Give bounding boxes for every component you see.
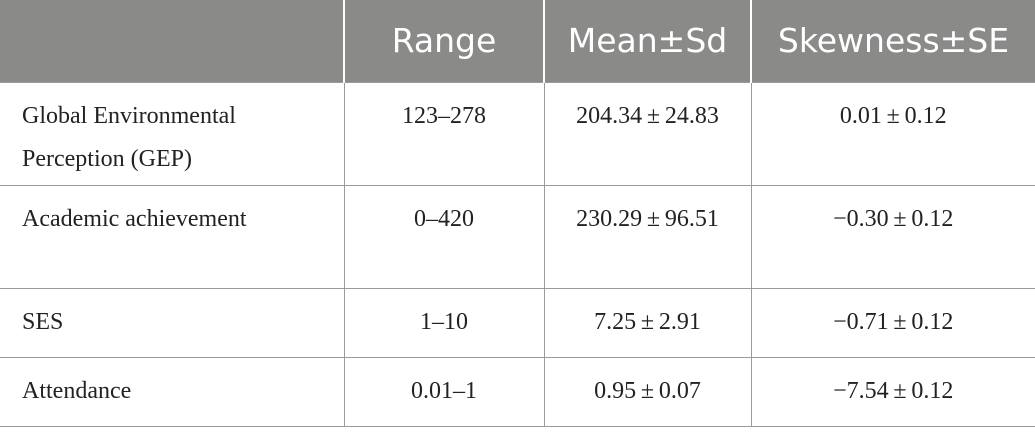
row-label: Academic achievement	[0, 184, 344, 288]
skewness-se-cell: 0.01 ± 0.12	[750, 81, 1035, 185]
header-blank	[0, 0, 344, 82]
table-header: Range Mean±Sd Skewness±SE	[0, 0, 1035, 82]
table-row: Attendance 0.01–1 0.95 ± 0.07 −7.54 ± 0.…	[0, 356, 1035, 427]
mean-sd-cell: 0.95 ± 0.07	[543, 356, 751, 427]
skewness-se-cell: −7.54 ± 0.12	[750, 356, 1035, 427]
descriptive-statistics-table: Range Mean±Sd Skewness±SE Global Environ…	[0, 0, 1035, 427]
table-body: Global Environmental Perception (GEP) 12…	[0, 81, 1035, 427]
descriptive-statistics-table-container: Range Mean±Sd Skewness±SE Global Environ…	[0, 0, 1035, 427]
range-cell: 0–420	[343, 184, 544, 288]
mean-sd-cell: 230.29 ± 96.51	[543, 184, 751, 288]
header-range: Range	[343, 0, 544, 82]
range-cell: 123–278	[343, 81, 544, 185]
mean-sd-cell: 204.34 ± 24.83	[543, 81, 751, 185]
header-mean-sd: Mean±Sd	[543, 0, 751, 82]
skewness-se-cell: −0.30 ± 0.12	[750, 184, 1035, 288]
range-cell: 1–10	[343, 287, 544, 357]
row-label: Attendance	[0, 356, 344, 427]
table-row: Global Environmental Perception (GEP) 12…	[0, 81, 1035, 185]
table-row: Academic achievement 0–420 230.29 ± 96.5…	[0, 184, 1035, 288]
mean-sd-cell: 7.25 ± 2.91	[543, 287, 751, 357]
skewness-se-cell: −0.71 ± 0.12	[750, 287, 1035, 357]
table-row: SES 1–10 7.25 ± 2.91 −0.71 ± 0.12	[0, 287, 1035, 357]
range-cell: 0.01–1	[343, 356, 544, 427]
row-label: SES	[0, 287, 344, 357]
row-label: Global Environmental Perception (GEP)	[0, 81, 344, 185]
header-row: Range Mean±Sd Skewness±SE	[0, 0, 1035, 82]
header-skewness-se: Skewness±SE	[750, 0, 1035, 82]
